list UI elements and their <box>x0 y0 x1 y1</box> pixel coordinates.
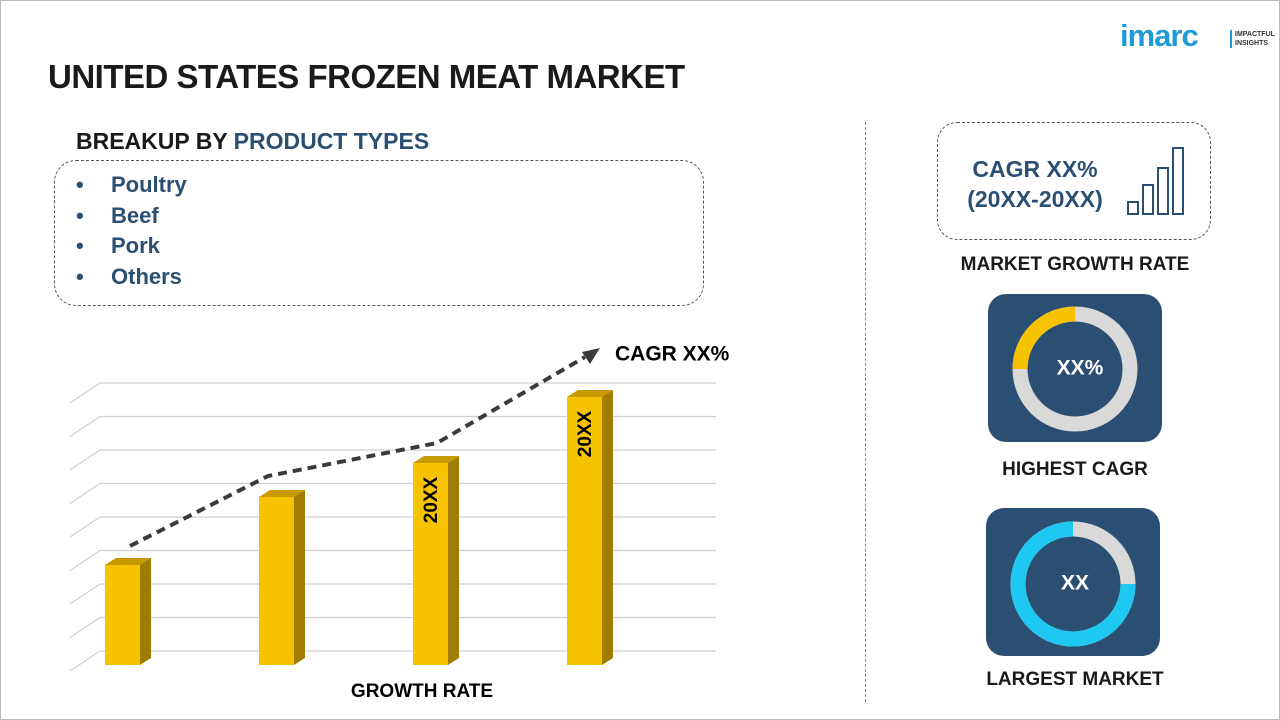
donut-arc <box>1010 521 1136 647</box>
kpi-caption: LARGEST MARKET <box>986 669 1164 690</box>
bars <box>105 390 613 665</box>
donut-arc <box>1012 306 1076 370</box>
logo-tagline: IMPACTFUL INSIGHTS <box>1230 30 1275 48</box>
section-heading: BREAKUP BY PRODUCT TYPES <box>76 128 429 155</box>
segment-item: Poultry <box>76 172 187 203</box>
kpi-value: CAGR XX% <box>972 156 1098 182</box>
kpi-caption: HIGHEST CAGR <box>1002 459 1148 480</box>
page-title: UNITED STATES FROZEN MEAT MARKET <box>48 58 685 95</box>
bar-label: 20XX <box>575 410 596 457</box>
bar-label: 20XX <box>421 476 442 523</box>
tagline: INSIGHTS <box>1235 40 1269 47</box>
heading-prefix: BREAKUP BY <box>76 128 228 154</box>
bar <box>259 490 305 665</box>
bar <box>567 390 613 665</box>
segment-item: Others <box>76 264 187 295</box>
growth-illustration: 20XX 20XX CAGR XX% GROWTH RATE <box>69 343 730 702</box>
grid-line <box>69 516 716 538</box>
grid-line <box>69 583 716 605</box>
logo: imarc <box>1120 18 1199 53</box>
donut-label: XX <box>1061 572 1089 595</box>
trend-label: CAGR XX% <box>615 343 730 366</box>
grid <box>69 382 716 672</box>
growth-icon <box>1127 147 1184 215</box>
largest-market-card: XX <box>986 508 1160 656</box>
tagline: IMPACTFUL <box>1235 31 1275 38</box>
bar <box>105 558 151 665</box>
kpi-caption: MARKET GROWTH RATE <box>960 254 1190 275</box>
grid-line <box>69 415 716 437</box>
trend-arrow <box>582 348 600 364</box>
trend-line <box>129 355 587 548</box>
divider <box>865 122 866 702</box>
highest-cagr-card: XX% <box>988 294 1162 442</box>
grid-line <box>69 650 716 672</box>
list-box <box>54 160 704 306</box>
kpi-period: (20XX-20XX) <box>967 186 1103 212</box>
segment-item: Beef <box>76 203 187 234</box>
grid-line <box>69 616 716 638</box>
donut-label: XX% <box>1057 357 1104 380</box>
grid-line <box>69 449 716 471</box>
heading-highlight: PRODUCT TYPES <box>233 128 430 154</box>
segment-item: Pork <box>76 233 187 264</box>
kpi-box <box>937 122 1211 240</box>
grid-line <box>69 482 716 504</box>
axis-label: GROWTH RATE <box>351 681 493 702</box>
segment-list: Poultry Beef Pork Others <box>76 172 187 294</box>
grid-line <box>69 549 716 571</box>
grid-line <box>69 382 716 404</box>
bar <box>413 456 459 665</box>
